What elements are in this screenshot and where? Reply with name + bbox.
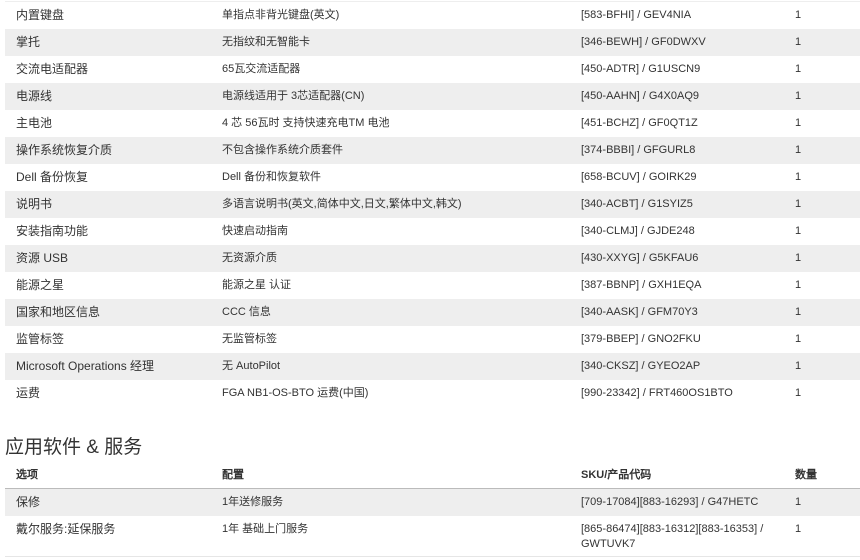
qty-cell: 1	[795, 198, 802, 210]
config-cell: 无监管标签	[222, 333, 277, 345]
sku-cell: [374-BBBI] / GFGURL8	[581, 144, 696, 156]
sku-cell: [340-CLMJ] / GJDE248	[581, 225, 695, 237]
option-cell: 电源线	[16, 89, 53, 103]
table-row: 掌托 无指纹和无智能卡 [346-BEWH] / GF0DWXV 1	[5, 29, 860, 56]
option-cell: 交流电适配器	[16, 62, 89, 76]
table-row: Microsoft Operations 经理 无 AutoPilot [340-C…	[5, 353, 860, 380]
sku-cell: [709-17084][883-16293] / G47HETC	[581, 496, 759, 508]
header-config: 配置	[222, 469, 244, 481]
qty-cell: 1	[795, 279, 802, 291]
table-row: 戴尔服务:延保服务 1年 基础上门服务 [865-86474][883-1631…	[5, 516, 860, 557]
qty-cell: 1	[795, 496, 802, 508]
qty-cell: 1	[795, 90, 802, 102]
qty-cell: 1	[795, 252, 802, 264]
option-cell: 能源之星	[16, 278, 65, 292]
table-row: 能源之星 能源之星 认证 [387-BBNP] / GXH1EQA 1	[5, 272, 860, 299]
option-cell: Dell 备份恢复	[16, 170, 89, 184]
sku-cell: [340-AASK] / GFM70Y3	[581, 306, 698, 318]
config-cell: 65瓦交流适配器	[222, 63, 301, 75]
sku-cell: [340-CKSZ] / GYEO2AP	[581, 360, 701, 372]
option-cell: 运费	[16, 386, 41, 400]
option-cell: 操作系统恢复介质	[16, 143, 113, 157]
sku-cell: [340-ACBT] / G1SYIZ5	[581, 198, 693, 210]
config-cell: 多语言说明书(英文,简体中文,日文,繁体中文,韩文)	[222, 198, 462, 210]
option-cell: 保修	[16, 495, 41, 509]
table-row: Dell 备份恢复 Dell 备份和恢复软件 [658-BCUV] / GOIRK2…	[5, 164, 860, 191]
table-row: 监管标签 无监管标签 [379-BBEP] / GNO2FKU 1	[5, 326, 860, 353]
option-cell: 戴尔服务:延保服务	[16, 522, 116, 536]
sku-cell: [583-BFHI] / GEV4NIA	[581, 9, 692, 21]
header-sku: SKU/产品代码	[581, 469, 652, 481]
sku-cell: [658-BCUV] / GOIRK29	[581, 171, 697, 183]
sku-cell: [387-BBNP] / GXH1EQA	[581, 279, 702, 291]
qty-cell: 1	[795, 144, 802, 156]
option-cell: 安装指南功能	[16, 224, 89, 238]
config-cell: FGA NB1-OS-BTO 运费(中国)	[222, 387, 369, 399]
table-row: 安装指南功能 快速启动指南 [340-CLMJ] / GJDE248 1	[5, 218, 860, 245]
config-cell: 4 芯 56瓦时 支持快速充电TM 电池	[222, 117, 390, 129]
configuration-table: 内置键盘 单指点非背光键盘(英文) [583-BFHI] / GEV4NIA 1 掌托无…	[5, 1, 860, 407]
qty-cell: 1	[795, 387, 802, 399]
sku-cell: [379-BBEP] / GNO2FKU	[581, 333, 701, 345]
config-cell: 单指点非背光键盘(英文)	[222, 9, 340, 21]
sku-cell: [865-86474][883-16312][883-16353] / GWTU…	[581, 523, 764, 550]
sku-cell: [451-BCHZ] / GF0QT1Z	[581, 117, 698, 129]
sku-cell: [450-AAHN] / G4X0AQ9	[581, 90, 699, 102]
config-cell: 1年送修服务	[222, 496, 284, 508]
table-row: 运费 FGA NB1-OS-BTO 运费(中国) [990-23342] / FRT…	[5, 380, 860, 407]
table-row: 操作系统恢复介质 不包含操作系统介质套件 [374-BBBI] / GFGURL8 1	[5, 137, 860, 164]
section-title: 应用软件 & 服务	[5, 437, 143, 458]
table-row: 说明书 多语言说明书(英文,简体中文,日文,繁体中文,韩文) [340-ACBT] …	[5, 191, 860, 218]
software-services-table: 选项 配置 SKU/产品代码 数量 保修 1年送修服务 [709-17084][…	[5, 462, 860, 557]
config-cell: Dell 备份和恢复软件	[222, 171, 322, 183]
table-row: 保修 1年送修服务 [709-17084][883-16293] / G47HE…	[5, 489, 860, 516]
sku-cell: [450-ADTR] / G1USCN9	[581, 63, 701, 75]
qty-cell: 1	[795, 360, 802, 372]
header-qty: 数量	[795, 469, 817, 481]
qty-cell: 1	[795, 9, 802, 21]
qty-cell: 1	[795, 171, 802, 183]
config-cell: 电源线适用于 3芯适配器(CN)	[222, 90, 365, 102]
sku-cell: [346-BEWH] / GF0DWXV	[581, 36, 706, 48]
qty-cell: 1	[795, 333, 802, 345]
option-cell: Microsoft Operations 经理	[16, 359, 155, 373]
option-cell: 说明书	[16, 197, 53, 211]
qty-cell: 1	[795, 523, 802, 535]
config-cell: 能源之星 认证	[222, 279, 292, 291]
config-cell: 快速启动指南	[222, 225, 288, 237]
qty-cell: 1	[795, 225, 802, 237]
qty-cell: 1	[795, 36, 802, 48]
config-cell: 无指纹和无智能卡	[222, 36, 310, 48]
table-row: 内置键盘 单指点非背光键盘(英文) [583-BFHI] / GEV4NIA 1	[5, 2, 860, 29]
option-cell: 主电池	[16, 116, 53, 130]
table-header: 选项 配置 SKU/产品代码 数量	[5, 462, 860, 489]
config-cell: 不包含操作系统介质套件	[222, 144, 343, 156]
option-cell: 内置键盘	[16, 8, 65, 22]
option-cell: 掌托	[16, 35, 41, 49]
sku-cell: [990-23342] / FRT460OS1BTO	[581, 387, 733, 399]
config-cell: CCC 信息	[222, 306, 271, 318]
option-cell: 国家和地区信息	[16, 305, 101, 319]
header-option: 选项	[16, 469, 38, 481]
table-row: 交流电适配器 65瓦交流适配器 [450-ADTR] / G1USCN9 1	[5, 56, 860, 83]
table-row: 电源线 电源线适用于 3芯适配器(CN) [450-AAHN] / G4X0AQ9 1	[5, 83, 860, 110]
option-cell: 资源 USB	[16, 251, 69, 265]
config-cell: 无资源介质	[222, 252, 277, 264]
table-row: 资源 USB 无资源介质 [430-XXYG] / G5KFAU6 1	[5, 245, 860, 272]
option-cell: 监管标签	[16, 332, 65, 346]
config-cell: 无 AutoPilot	[222, 360, 281, 372]
config-cell: 1年 基础上门服务	[222, 523, 309, 535]
qty-cell: 1	[795, 306, 802, 318]
qty-cell: 1	[795, 63, 802, 75]
table-row: 主电池 4 芯 56瓦时 支持快速充电TM 电池 [451-BCHZ] / GF0Q…	[5, 110, 860, 137]
table-row: 国家和地区信息 CCC 信息 [340-AASK] / GFM70Y3 1	[5, 299, 860, 326]
sku-cell: [430-XXYG] / G5KFAU6	[581, 252, 699, 264]
qty-cell: 1	[795, 117, 802, 129]
